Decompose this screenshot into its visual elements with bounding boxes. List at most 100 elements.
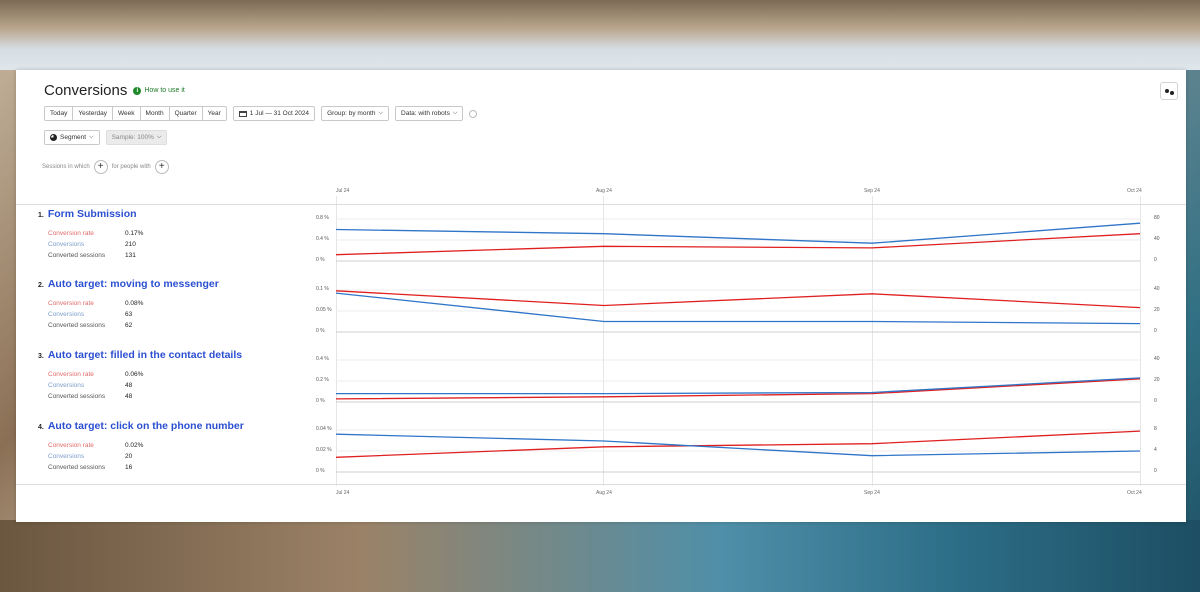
goal-name: Auto target: filled in the contact detai… [47, 349, 243, 361]
info-icon[interactable] [469, 109, 478, 118]
conversion-rate-line[interactable] [335, 430, 1141, 458]
y-tick-left: 0.4 % [316, 356, 329, 362]
x-label-bottom: Jul 24 [336, 490, 350, 496]
y-tick-right: 80 [1154, 215, 1160, 221]
y-tick-right: 0 [1154, 257, 1157, 263]
segment-row: Segment ⌵ Sample: 100% ⌵ [44, 130, 168, 145]
period-month[interactable]: Month [141, 107, 170, 120]
y-tick-left: 0.05 % [316, 307, 332, 313]
background-bottom [0, 520, 1200, 592]
y-tick-right: 20 [1154, 377, 1160, 383]
y-tick-left: 0 % [316, 328, 325, 334]
segment-label: Segment [60, 134, 87, 141]
conversions-label: Conversions [48, 382, 85, 389]
y-tick-right: 0 [1154, 328, 1157, 334]
goal-name: Auto target: click on the phone number [47, 420, 244, 432]
goal-title[interactable]: 2. Auto target: moving to messenger [38, 278, 308, 290]
period-week[interactable]: Week [113, 107, 141, 120]
y-tick-right: 40 [1154, 356, 1160, 362]
data-label: Data: with robots [401, 110, 450, 117]
gridline-vertical [603, 196, 604, 486]
y-tick-right: 40 [1154, 286, 1160, 292]
goal-title[interactable]: 4. Auto target: click on the phone numbe… [38, 420, 308, 432]
y-tick-left: 0.2 % [316, 377, 329, 383]
y-tick-left: 0.04 % [316, 426, 332, 432]
conversion-rate-value: 0.08% [125, 300, 144, 307]
period-yesterday[interactable]: Yesterday [73, 107, 114, 120]
for-people-with-label: for people with [111, 164, 151, 170]
conversion-rate-line[interactable] [335, 290, 1141, 309]
help-link-label: How to use it [144, 87, 185, 94]
conversion-rate-line[interactable] [335, 233, 1141, 256]
info-icon: i [133, 86, 142, 95]
conversions-line[interactable] [335, 292, 1141, 325]
goal-title[interactable]: 3. Auto target: filled in the contact de… [38, 349, 308, 361]
conversion-rate-label: Conversion rate [48, 230, 94, 237]
y-tick-right: 8 [1154, 426, 1157, 432]
conversions-value: 20 [125, 453, 133, 460]
gridline-vertical [872, 196, 873, 486]
goal-number: 2. [38, 282, 44, 289]
x-label-top: Jul 24 [336, 188, 350, 194]
goal-block: 4. Auto target: click on the phone numbe… [38, 420, 308, 473]
chevron-down-icon: ⌵ [156, 134, 162, 140]
calendar-icon [238, 110, 247, 117]
goal-chart: 0.8 % 0.4 % 0 % 80 40 0 [316, 215, 1186, 275]
conversions-line[interactable] [335, 433, 1141, 457]
y-tick-left: 0.8 % [316, 215, 329, 221]
conversion-rate-line[interactable] [335, 378, 1141, 400]
line-chart [335, 218, 1141, 262]
add-session-condition-button[interactable]: + [93, 160, 108, 174]
goal-chart: 0.4 % 0.2 % 0 % 40 20 0 [316, 356, 1186, 416]
line-chart [335, 289, 1141, 333]
conversion-rate-value: 0.17% [125, 230, 144, 237]
conversion-rate-label: Conversion rate [48, 371, 94, 378]
period-year[interactable]: Year [207, 110, 221, 117]
goal-block: 1. Form Submission Conversion rate 0.17% … [38, 208, 308, 261]
line-chart [335, 359, 1141, 403]
add-people-condition-button[interactable]: + [154, 160, 169, 174]
segment-dropdown[interactable]: Segment ⌵ [44, 130, 100, 145]
converted-sessions-value: 48 [125, 393, 133, 400]
chevron-down-icon: ⌵ [452, 110, 458, 116]
goal-title[interactable]: 1. Form Submission [38, 208, 308, 220]
goal-chart: 0.1 % 0.05 % 0 % 40 20 0 [316, 286, 1186, 346]
conversions-line[interactable] [335, 222, 1141, 244]
y-tick-left: 0 % [316, 468, 325, 474]
date-range-button[interactable]: 1 Jul — 31 Oct 2024 [232, 106, 316, 121]
converted-sessions-label: Converted sessions [48, 464, 106, 471]
period-quarter[interactable]: Quarter [170, 107, 203, 120]
goal-number: 1. [38, 212, 44, 219]
help-link[interactable]: i How to use it [133, 86, 185, 95]
conversion-rate-value: 0.02% [125, 442, 144, 449]
conversions-label: Conversions [48, 453, 85, 460]
chevron-down-icon: ⌵ [89, 134, 94, 140]
conversions-panel: Conversions i How to use it Today Yester… [16, 70, 1186, 522]
data-dropdown[interactable]: Data: with robots ⌵ [395, 106, 464, 121]
settings-button[interactable] [1160, 82, 1178, 100]
dots-icon [1164, 88, 1174, 95]
goal-number: 3. [38, 353, 44, 360]
goal-block: 3. Auto target: filled in the contact de… [38, 349, 308, 402]
conversion-rate-label: Conversion rate [48, 300, 94, 307]
goal-stats: Conversion rate 0.08% Conversions 63 Conve… [48, 298, 308, 331]
period-today[interactable]: Today [45, 107, 74, 120]
y-tick-left: 0 % [316, 257, 325, 263]
converted-sessions-value: 16 [125, 464, 133, 471]
x-label-top: Sep 24 [864, 188, 880, 194]
toolbar: Today Yesterday Week Month Quarter Year … [44, 106, 478, 121]
converted-sessions-value: 131 [125, 252, 136, 259]
goal-stats: Conversion rate 0.06% Conversions 48 Conve… [48, 369, 308, 402]
conversions-line[interactable] [336, 377, 1141, 395]
group-dropdown[interactable]: Group: by month ⌵ [321, 106, 390, 121]
sample-dropdown[interactable]: Sample: 100% ⌵ [105, 130, 168, 145]
gridline-vertical [1140, 196, 1141, 486]
pie-icon [50, 134, 57, 141]
x-label-top: Oct 24 [1127, 188, 1142, 194]
background-top [0, 0, 1200, 70]
conversion-rate-value: 0.06% [125, 371, 144, 378]
y-tick-left: 0.02 % [316, 447, 332, 453]
y-tick-right: 0 [1154, 468, 1157, 474]
goal-chart: 0.04 % 0.02 % 0 % 8 4 0 [316, 426, 1186, 486]
y-tick-right: 20 [1154, 307, 1160, 313]
